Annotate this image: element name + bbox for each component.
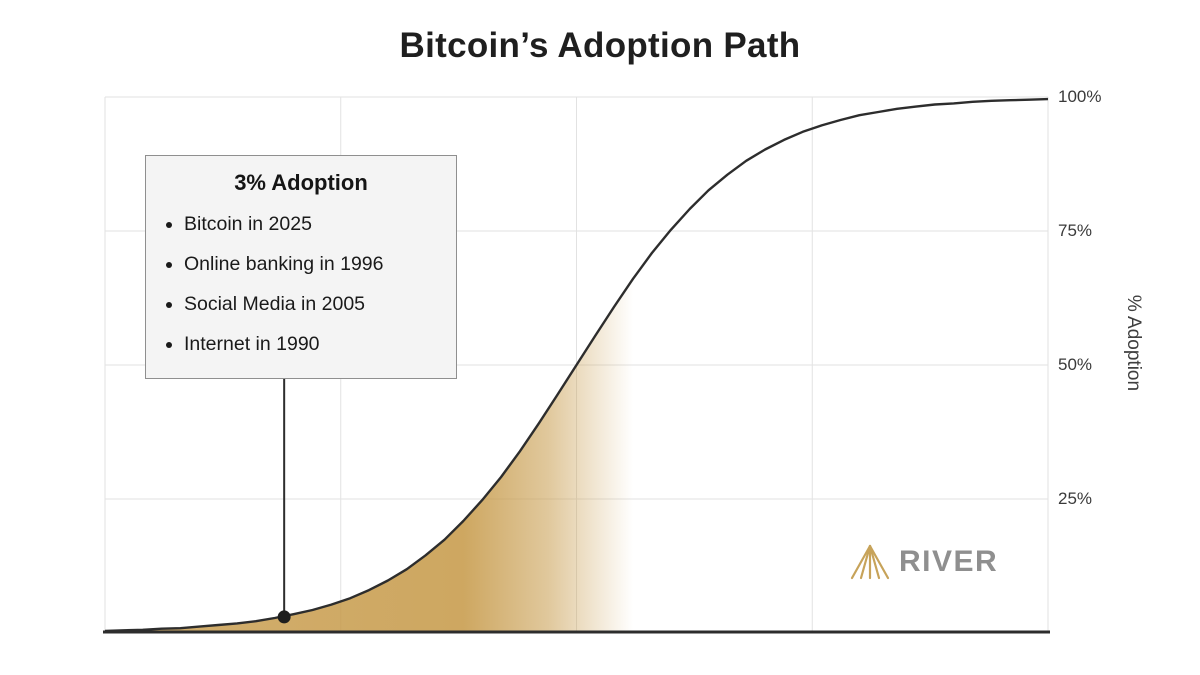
annotation-list: Bitcoin in 2025 Online banking in 1996 S… [146,204,456,364]
annotation-item: Internet in 1990 [184,324,448,364]
chart-title: Bitcoin’s Adoption Path [399,26,801,65]
annotation-title: 3% Adoption [234,170,368,195]
y-tick-label: 75% [1058,221,1093,240]
y-tick-label: 25% [1058,489,1093,508]
river-logo: RIVER [850,542,998,582]
y-axis-label: % Adoption [1123,294,1144,392]
annotation-item: Online banking in 1996 [184,244,448,284]
y-tick-label: 50% [1058,355,1093,374]
y-tick-label: 100% [1058,87,1102,106]
annotation-item: Bitcoin in 2025 [184,204,448,244]
plot-area [103,96,1050,634]
annotation-box: 3% Adoption Bitcoin in 2025 Online banki… [145,155,457,379]
river-logo-icon [850,544,890,580]
annotation-item: Social Media in 2005 [184,284,448,324]
river-logo-text: RIVER [899,545,999,578]
